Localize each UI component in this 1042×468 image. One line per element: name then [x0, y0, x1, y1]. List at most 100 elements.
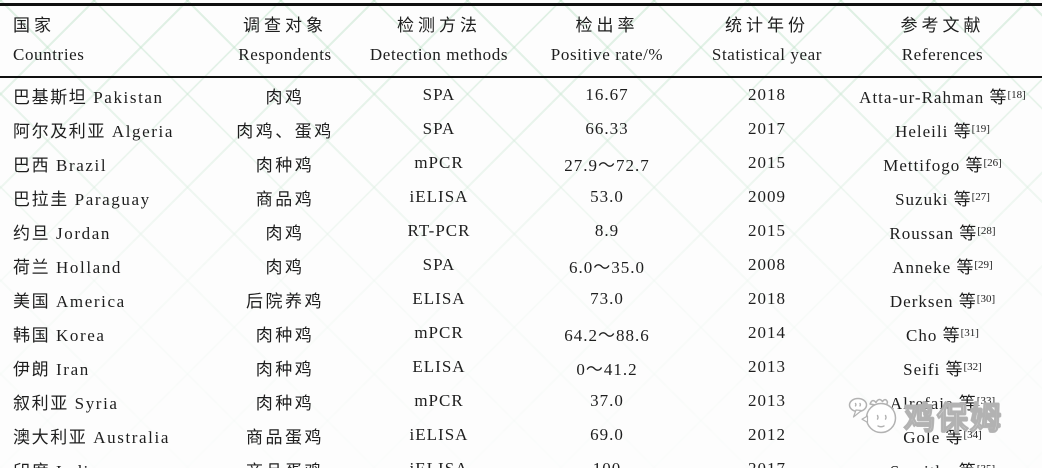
cell-method: SPA — [422, 119, 456, 138]
cell-reference: Mettifogo 等[26] — [843, 146, 1042, 180]
table-row: 叙利亚 Syria 肉种鸡 mPCR 37.0 2013 Alrefaie 等[… — [0, 384, 1042, 418]
reference-citation-number: [19] — [971, 122, 990, 135]
cell-year: 2015 — [748, 153, 786, 172]
table-row: 巴基斯坦 Pakistan 肉鸡 SPA 16.67 2018 Atta-ur-… — [0, 77, 1042, 112]
reference-citation-number: [32] — [963, 360, 982, 373]
col-header-rate: 检出率 Positive rate/% — [523, 5, 691, 78]
reference-authors: Roussan 等 — [889, 223, 978, 243]
cell-country: 巴拉圭 Paraguay — [13, 189, 151, 209]
cell-method: iELISA — [409, 425, 469, 444]
reference-authors: Sumitha 等 — [890, 462, 977, 468]
cell-respondents: 肉鸡 — [265, 223, 305, 243]
col-header-respondents-zh: 调查对象 — [243, 16, 327, 35]
cell-country: 韩国 Korea — [13, 325, 106, 345]
cell-country: 叙利亚 Syria — [13, 393, 119, 413]
col-header-methods-en: Detection methods — [369, 45, 509, 64]
table-row: 美国 America 后院养鸡 ELISA 73.0 2018 Derksen … — [0, 282, 1042, 316]
cell-country: 阿尔及利亚 Algeria — [13, 121, 175, 141]
cell-country: 印度 India — [0, 452, 215, 468]
cell-year: 2013 — [748, 391, 786, 410]
reference-authors: Alrefaie 等 — [889, 393, 977, 413]
col-header-respondents: 调查对象 Respondents — [215, 5, 355, 78]
cell-respondents: 商品鸡 — [255, 189, 315, 209]
cell-rate: 8.9 — [594, 221, 620, 240]
reference-authors: Seifi 等 — [903, 359, 964, 379]
cell-respondents: 肉种鸡 — [255, 325, 315, 345]
cell-country: 澳大利亚 Australia — [13, 427, 170, 447]
reference-citation-number: [27] — [971, 190, 990, 203]
cell-rate: 66.33 — [585, 119, 629, 138]
cell-reference: Derksen 等[30] — [843, 282, 1042, 316]
cell-respondents: 肉种鸡 — [255, 155, 315, 175]
cell-year: 2015 — [748, 221, 786, 240]
cell-rate: 69.0 — [590, 425, 624, 444]
cell-respondents: 肉鸡、蛋鸡 — [236, 121, 334, 141]
reference-authors: Cho 等 — [906, 325, 961, 345]
cell-reference: Seifi 等[32] — [843, 350, 1042, 384]
cell-method: ELISA — [412, 357, 466, 376]
cell-rate: 6.0～35.0 — [569, 257, 645, 277]
cell-respondents: 商品蛋鸡 — [246, 427, 324, 447]
prevalence-table: 国家 Countries 调查对象 Respondents 检测方法 Detec… — [0, 3, 1042, 468]
header-row: 国家 Countries 调查对象 Respondents 检测方法 Detec… — [0, 5, 1042, 78]
cell-reference: Cho 等[31] — [843, 316, 1042, 350]
table-row: 巴拉圭 Paraguay 商品鸡 iELISA 53.0 2009 Suzuki… — [0, 180, 1042, 214]
cell-year: 2012 — [748, 425, 786, 444]
cell-reference: Roussan 等[28] — [843, 214, 1042, 248]
reference-citation-number: [18] — [1007, 88, 1026, 101]
col-header-countries-en: Countries — [13, 45, 85, 64]
cell-country: 巴西 Brazil — [13, 155, 108, 175]
table-row: 巴西 Brazil 肉种鸡 mPCR 27.9～72.7 2015 Mettif… — [0, 146, 1042, 180]
cell-method: SPA — [422, 255, 456, 274]
cell-method: mPCR — [414, 323, 464, 342]
reference-authors: Anneke 等 — [892, 257, 975, 277]
col-header-references-zh: 参考文献 — [900, 16, 985, 35]
reference-authors: Derksen 等 — [889, 291, 977, 311]
col-header-countries-zh: 国家 — [13, 16, 55, 35]
cell-year: 2018 — [748, 85, 786, 104]
cell-method: SPA — [422, 85, 456, 104]
reference-authors: Suzuki 等 — [895, 189, 972, 209]
reference-citation-number: [31] — [960, 326, 979, 339]
reference-authors: Mettifogo 等 — [883, 155, 984, 175]
table-row: 印度 India 商品蛋鸡 iELISA 100 2017 Sumitha 等[… — [0, 452, 1042, 468]
cell-rate: 0～41.2 — [576, 359, 638, 379]
cell-country: 约旦 Jordan — [13, 223, 111, 243]
col-header-year-zh: 统计年份 — [725, 16, 809, 35]
cell-year: 2014 — [748, 323, 786, 342]
cell-rate: 53.0 — [590, 187, 624, 206]
cell-method: mPCR — [414, 391, 464, 410]
cell-method: ELISA — [412, 289, 466, 308]
cell-country: 伊朗 Iran — [13, 359, 90, 379]
col-header-methods: 检测方法 Detection methods — [355, 5, 523, 78]
cell-rate: 16.67 — [585, 85, 629, 104]
reference-citation-number: [33] — [976, 394, 996, 407]
cell-reference: Sumitha 等[35] — [843, 452, 1042, 468]
cell-rate: 73.0 — [590, 289, 624, 308]
reference-citation-number: [34] — [963, 428, 982, 441]
table-row: 伊朗 Iran 肉种鸡 ELISA 0～41.2 2013 Seifi 等[32… — [0, 350, 1042, 384]
cell-year: 2018 — [748, 289, 786, 308]
cell-rate: 64.2～88.6 — [564, 325, 650, 345]
cell-rate: 37.0 — [590, 391, 624, 410]
cell-respondents: 后院养鸡 — [246, 291, 324, 311]
cell-respondents: 肉鸡 — [265, 257, 305, 277]
cell-method: RT-PCR — [407, 221, 471, 240]
cell-respondents: 商品蛋鸡 — [215, 452, 355, 468]
cell-reference: Suzuki 等[27] — [843, 180, 1042, 214]
reference-authors: Gole 等 — [903, 427, 964, 447]
cell-reference: Heleili 等[19] — [843, 112, 1042, 146]
col-header-methods-zh: 检测方法 — [397, 16, 481, 35]
cell-year: 2009 — [748, 187, 786, 206]
col-header-year-en: Statistical year — [711, 45, 823, 64]
col-header-references: 参考文献 References — [843, 5, 1042, 78]
col-header-rate-en: Positive rate/% — [550, 45, 664, 64]
table-row: 荷兰 Holland 肉鸡 SPA 6.0～35.0 2008 Anneke 等… — [0, 248, 1042, 282]
cell-method: iELISA — [355, 452, 523, 468]
reference-citation-number: [35] — [977, 463, 995, 468]
cell-reference: Gole 等[34] — [843, 418, 1042, 452]
cell-reference: Anneke 等[29] — [843, 248, 1042, 282]
cell-year: 2017 — [691, 452, 843, 468]
table-row: 阿尔及利亚 Algeria 肉鸡、蛋鸡 SPA 66.33 2017 Helei… — [0, 112, 1042, 146]
cell-country: 荷兰 Holland — [13, 257, 123, 277]
